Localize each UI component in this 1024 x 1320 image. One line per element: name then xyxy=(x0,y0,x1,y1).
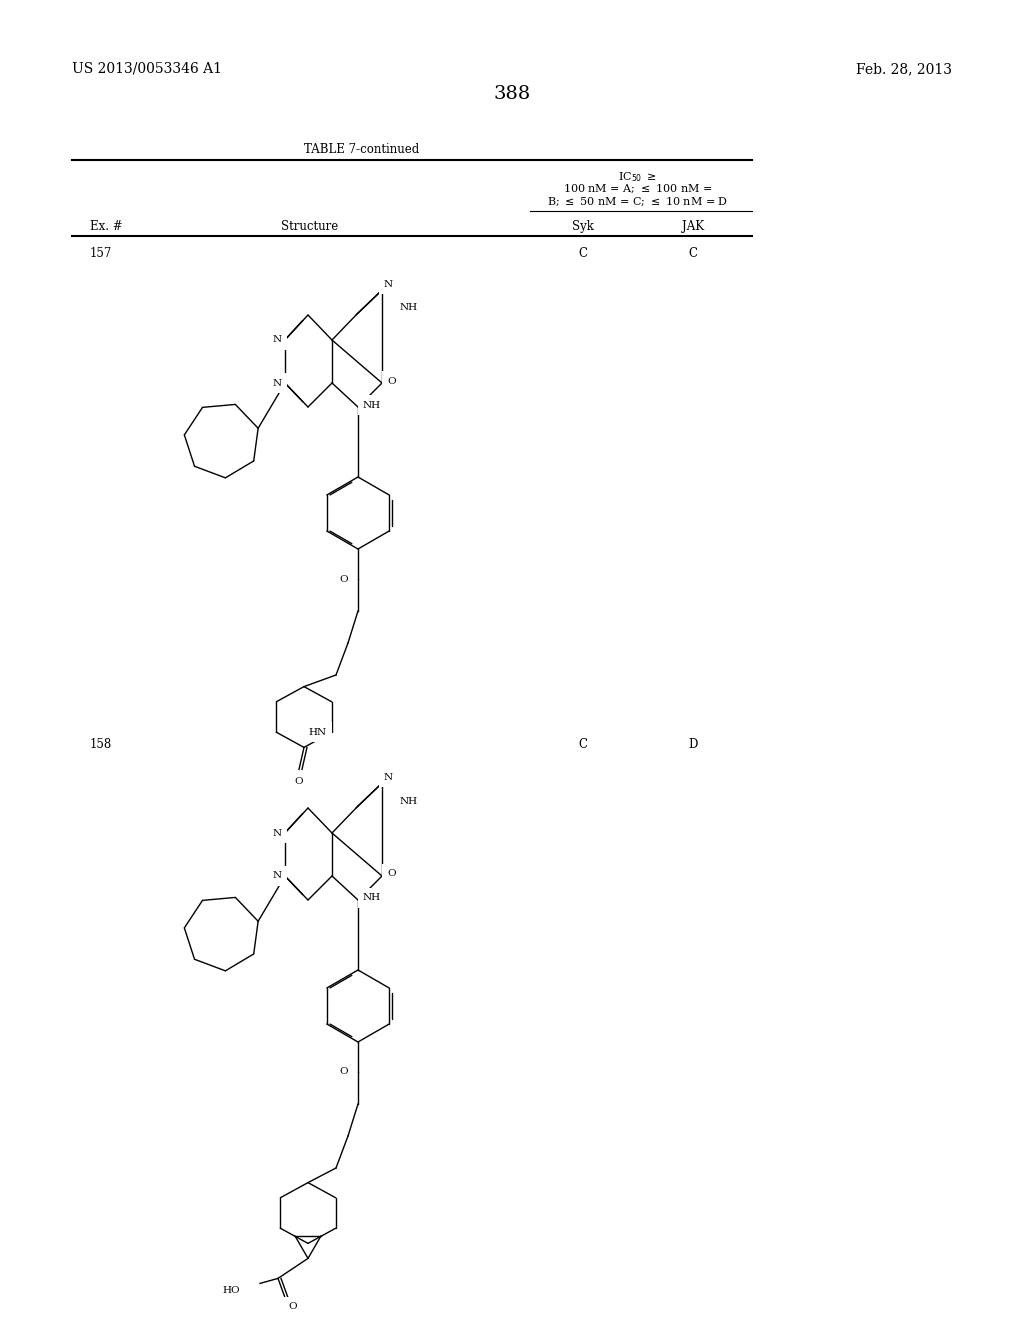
Text: N: N xyxy=(272,379,282,388)
Text: N: N xyxy=(384,280,393,289)
Text: N: N xyxy=(272,871,282,880)
Text: IC$_{50}$ $\geq$: IC$_{50}$ $\geq$ xyxy=(618,170,657,183)
Text: 158: 158 xyxy=(90,738,113,751)
Text: NH: NH xyxy=(400,796,418,805)
Text: HO: HO xyxy=(222,1286,240,1295)
Text: N: N xyxy=(272,829,282,837)
Text: O: O xyxy=(288,1303,297,1311)
Text: O: O xyxy=(339,1068,348,1077)
Text: O: O xyxy=(295,777,303,787)
Text: N: N xyxy=(384,774,393,781)
Text: NH: NH xyxy=(362,894,381,903)
Text: Structure: Structure xyxy=(282,220,339,234)
Text: 388: 388 xyxy=(494,84,530,103)
Text: C: C xyxy=(579,247,588,260)
Text: Syk: Syk xyxy=(572,220,594,234)
Text: JAK: JAK xyxy=(682,220,705,234)
Text: O: O xyxy=(387,376,395,385)
Text: N: N xyxy=(272,335,282,345)
Text: O: O xyxy=(387,870,395,879)
Text: Feb. 28, 2013: Feb. 28, 2013 xyxy=(856,62,952,77)
Text: B; $\leq$ 50 nM = C; $\leq$ 10 nM = D: B; $\leq$ 50 nM = C; $\leq$ 10 nM = D xyxy=(548,195,729,209)
Text: C: C xyxy=(688,247,697,260)
Text: 100 nM = A; $\leq$ 100 nM =: 100 nM = A; $\leq$ 100 nM = xyxy=(563,183,713,195)
Text: O: O xyxy=(339,574,348,583)
Text: 157: 157 xyxy=(90,247,113,260)
Text: Ex. #: Ex. # xyxy=(90,220,123,234)
Text: C: C xyxy=(579,738,588,751)
Text: TABLE 7-continued: TABLE 7-continued xyxy=(304,143,420,156)
Text: HN: HN xyxy=(308,727,327,737)
Text: D: D xyxy=(688,738,697,751)
Text: NH: NH xyxy=(362,400,381,409)
Text: NH: NH xyxy=(400,304,418,313)
Text: US 2013/0053346 A1: US 2013/0053346 A1 xyxy=(72,62,222,77)
